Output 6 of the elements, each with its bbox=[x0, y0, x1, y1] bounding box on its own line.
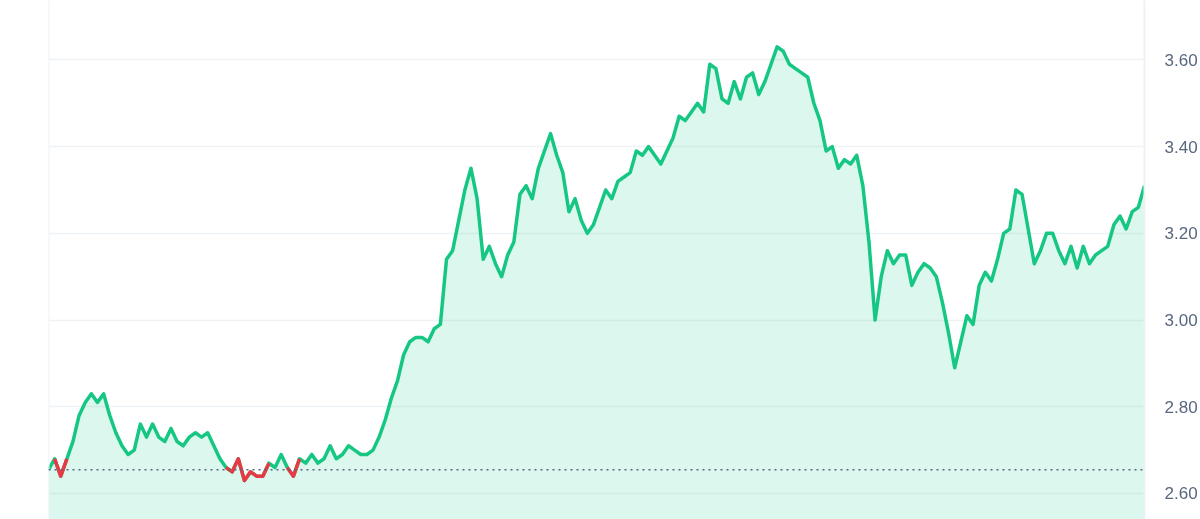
y-tick-label: 2.80 bbox=[1164, 397, 1198, 417]
y-tick-label: 2.60 bbox=[1164, 484, 1198, 504]
y-tick-label: 3.40 bbox=[1164, 137, 1198, 157]
y-tick-label: 3.20 bbox=[1164, 224, 1198, 244]
y-tick-label: 3.60 bbox=[1164, 50, 1198, 70]
y-tick-label: 3.00 bbox=[1164, 311, 1198, 331]
